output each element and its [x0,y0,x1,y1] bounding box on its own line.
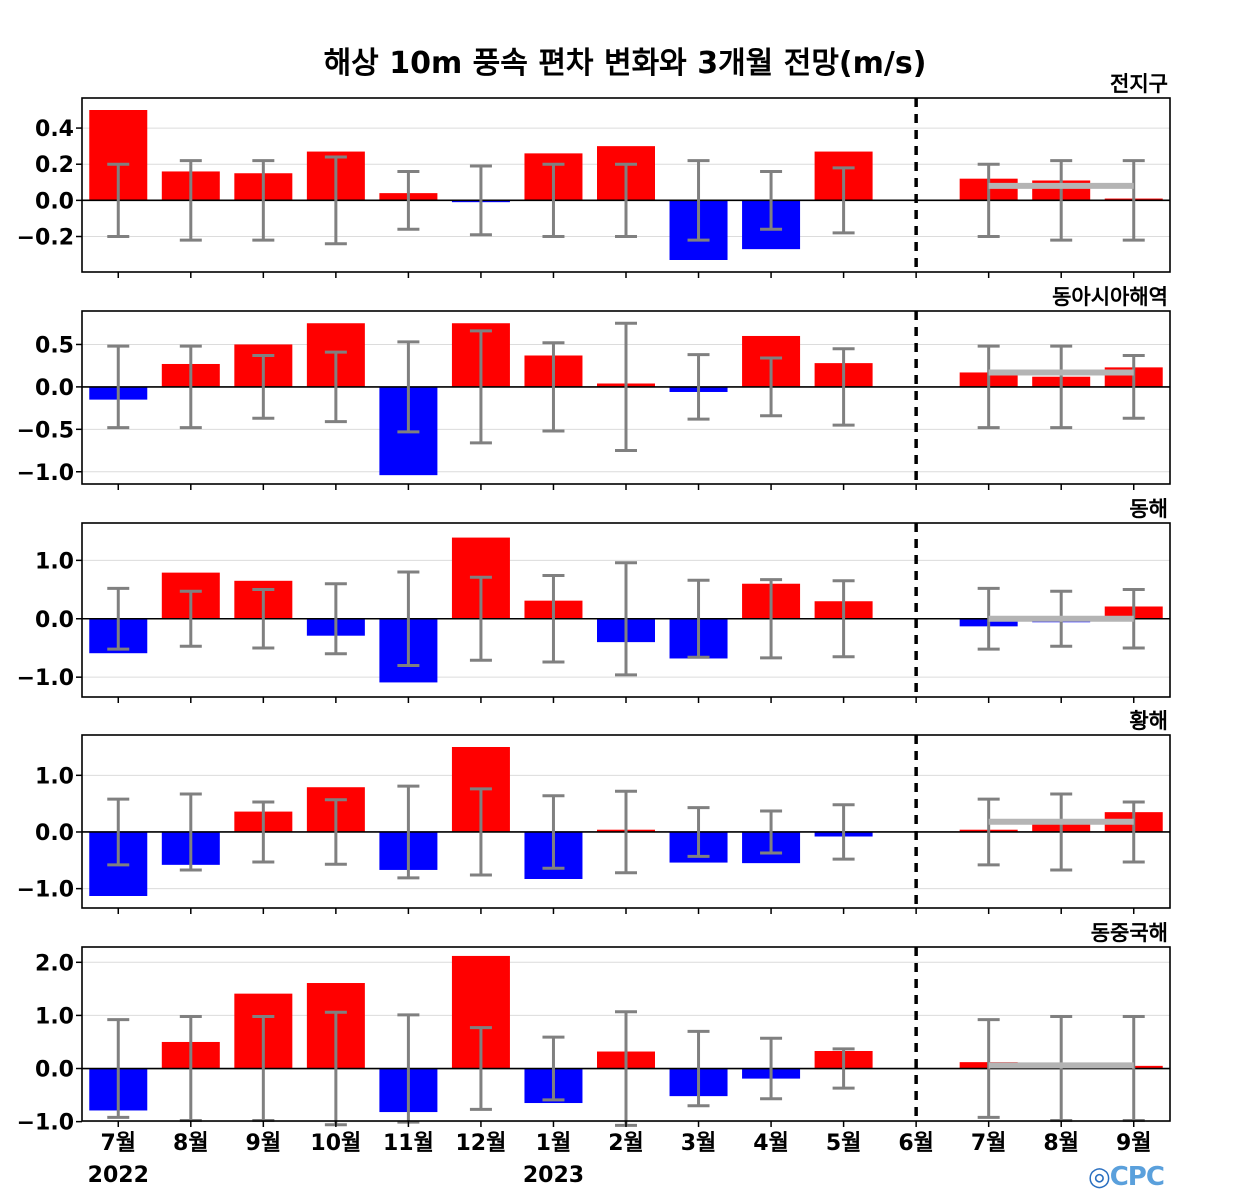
panel-1-region-name: 전지구 [1110,72,1168,96]
panel-2-region-name: 동아시아해역 [1052,285,1168,309]
xtick-label-month: 12월 [456,1131,507,1156]
cpc-logo: ◎CPC [1088,1162,1165,1192]
xtick-label-year: 2022 [88,1163,149,1188]
xtick-label-month: 9월 [1116,1131,1152,1156]
logo-ring-icon: ◎ [1088,1162,1111,1192]
panel-4-ytick-label: 0.0 [35,821,74,846]
xtick-label-month: 1월 [536,1131,572,1156]
xtick-label-month: 8월 [1043,1131,1079,1156]
panel-5-region-name: 동중국해 [1091,921,1168,945]
xtick-label-month: 5월 [826,1131,862,1156]
panel-3-ytick-label: 0.0 [35,608,74,633]
panel-1-ytick-label: −0.2 [17,226,74,251]
xtick-label-month: 7월 [971,1131,1007,1156]
panel-2-ytick-label: −0.5 [17,418,74,443]
panel-3-ytick-label: −1.0 [17,666,74,691]
panel-5-ytick-label: 1.0 [35,1004,74,1029]
xtick-label-month: 4월 [753,1131,789,1156]
xtick-label-year: 2023 [523,1163,584,1188]
panel-3-ytick-label: 1.0 [35,549,74,574]
xtick-label-month: 10월 [310,1131,361,1156]
panel-4-region-name: 황해 [1129,709,1168,733]
panel-5-ytick-label: −1.0 [17,1111,74,1136]
panel-5-ytick-label: 0.0 [35,1058,74,1083]
chart-title: 해상 10m 풍속 편차 변화와 3개월 전망(m/s) [323,46,927,81]
xtick-label-month: 6월 [898,1131,934,1156]
panel-2-ytick-label: −1.0 [17,461,74,486]
xtick-label-month: 11월 [383,1131,434,1156]
logo-text: CPC [1109,1162,1165,1192]
xtick-label-month: 2월 [608,1131,644,1156]
xtick-label-month: 3월 [681,1131,717,1156]
panel-4-ytick-label: 1.0 [35,764,74,789]
panel-2-ytick-label: 0.5 [35,333,74,358]
xtick-label-month: 9월 [246,1131,282,1156]
xtick-label-month: 8월 [173,1131,209,1156]
panel-1-ytick-label: 0.4 [35,117,74,142]
panel-1-ytick-label: 0.0 [35,189,74,214]
panel-4-ytick-label: −1.0 [17,878,74,903]
xtick-label-month: 7월 [100,1131,136,1156]
panel-1-ytick-label: 0.2 [35,153,74,178]
panel-3-region-name: 동해 [1129,497,1168,521]
panel-5-ytick-label: 2.0 [35,951,74,976]
panel-2-ytick-label: 0.0 [35,376,74,401]
